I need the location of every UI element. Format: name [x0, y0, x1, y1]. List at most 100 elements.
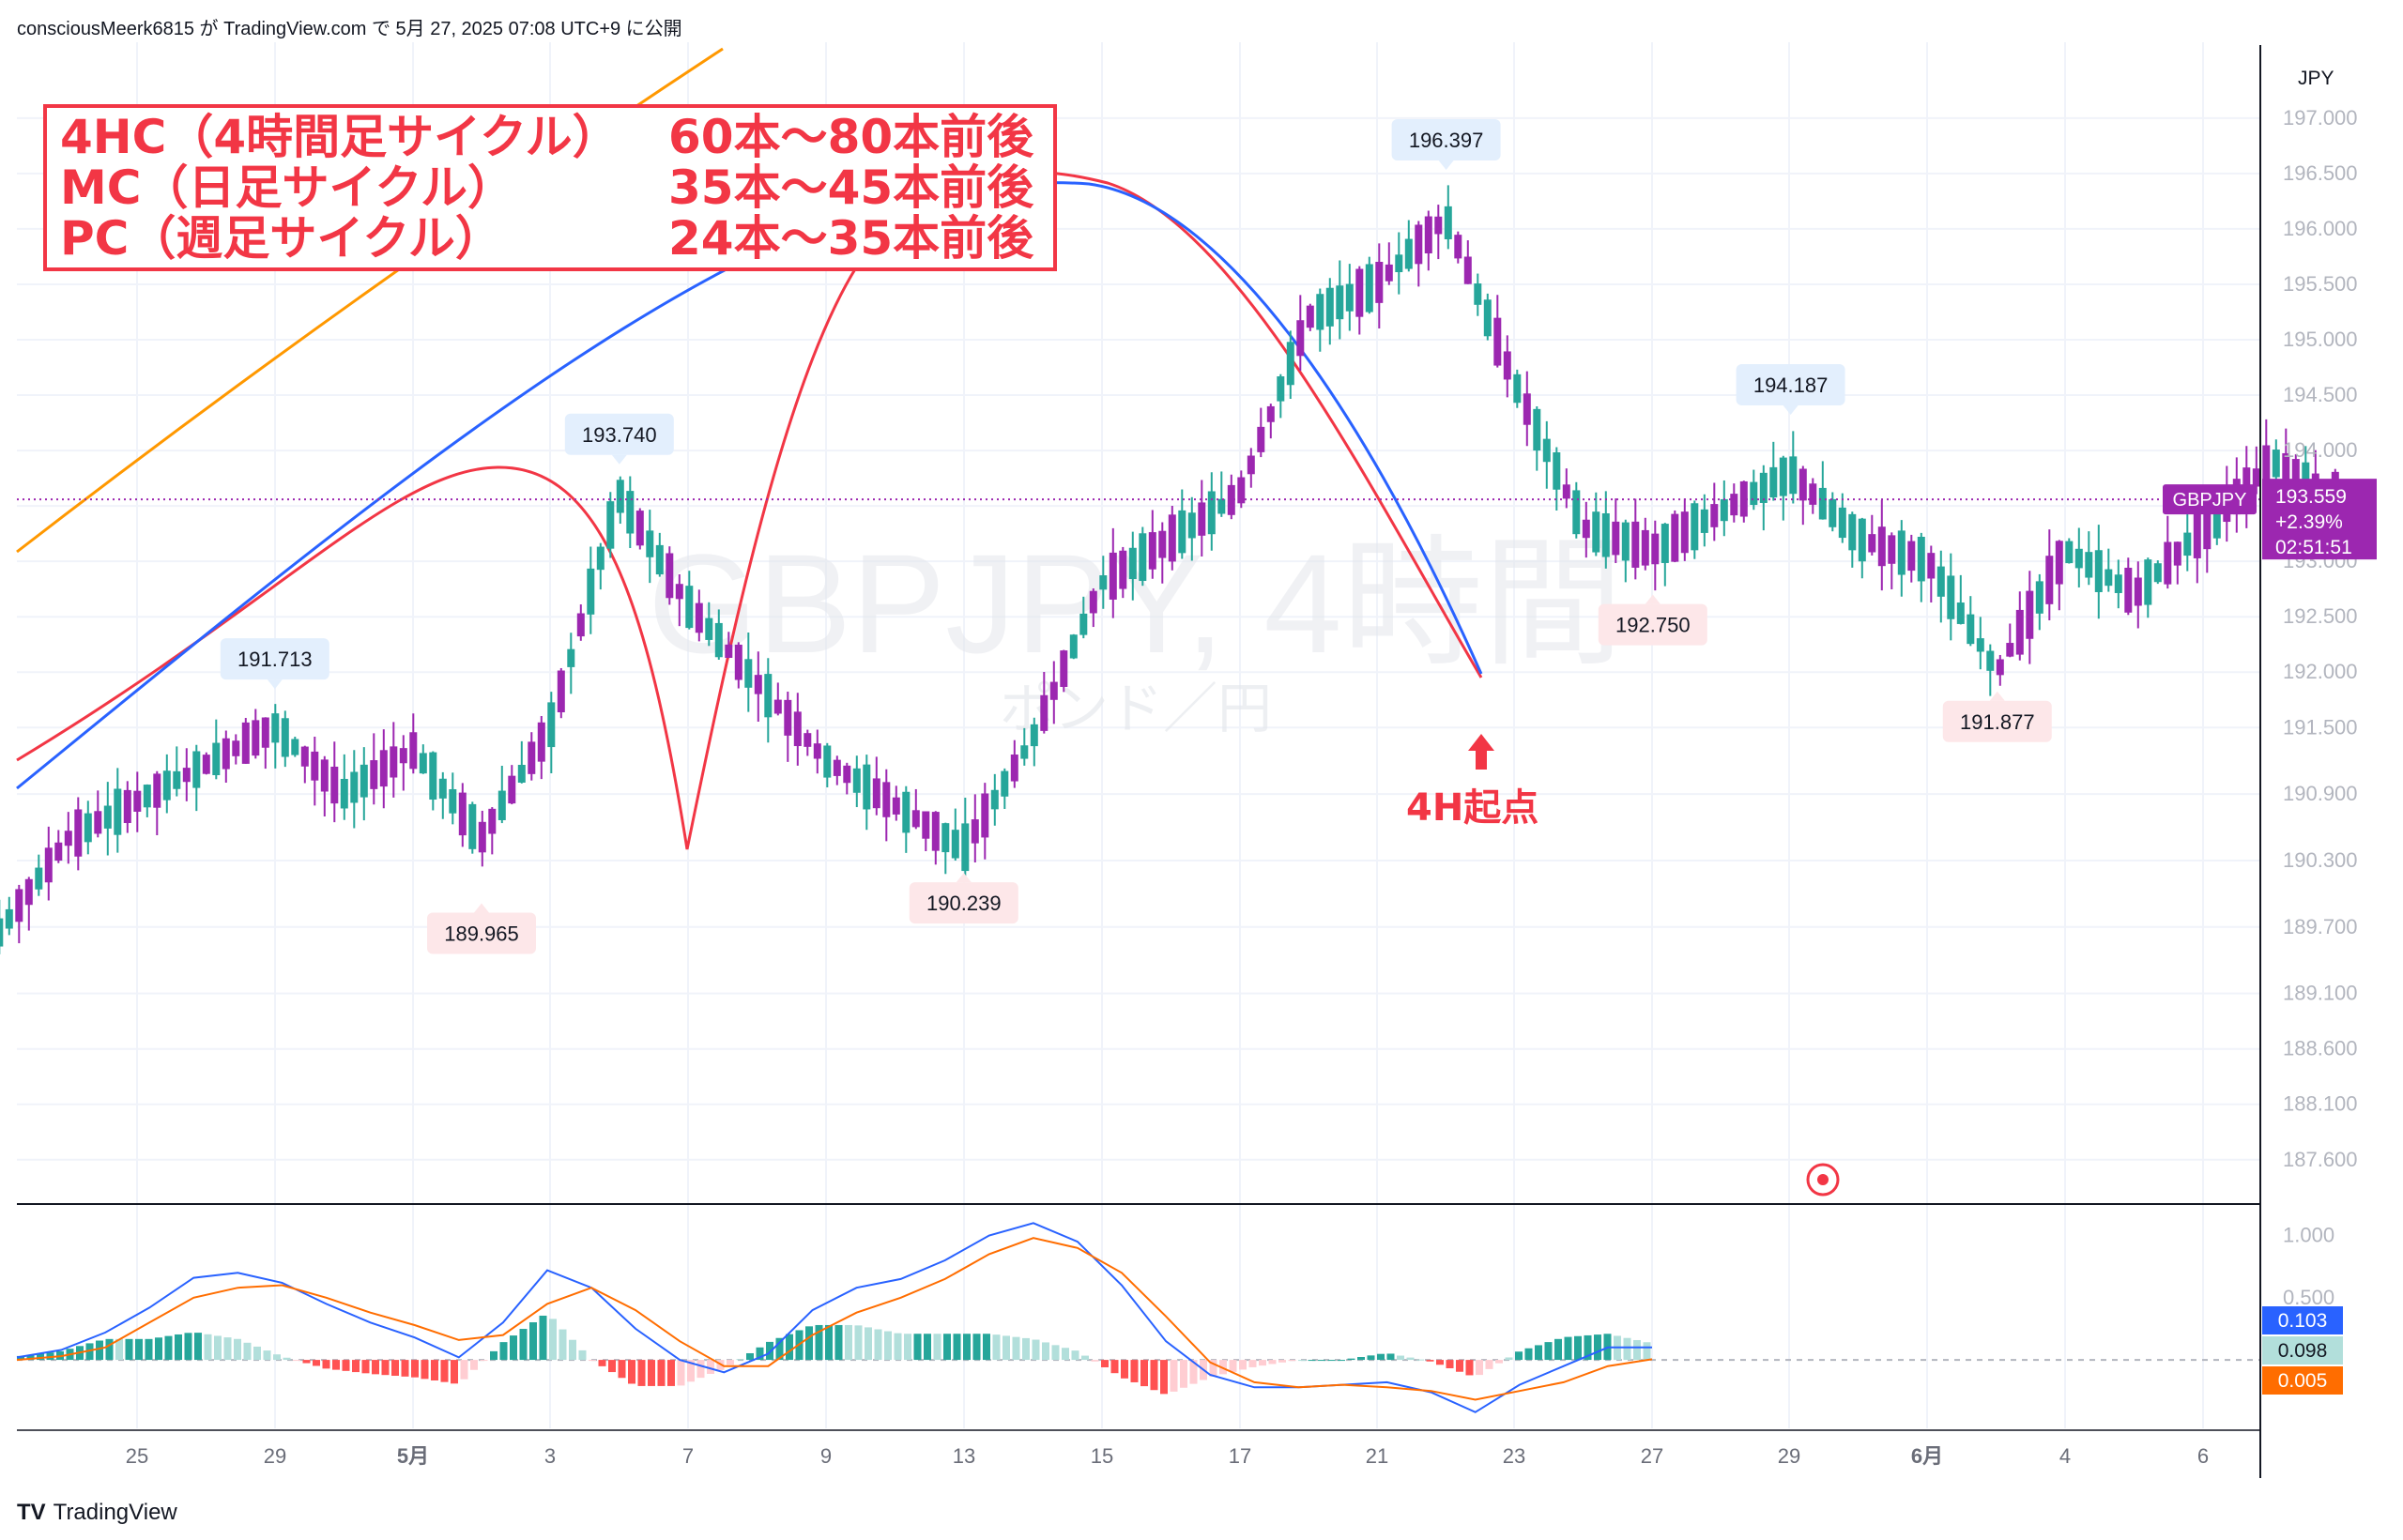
candle-body	[557, 670, 565, 713]
candle-body	[2262, 445, 2271, 491]
candle-body	[2045, 556, 2054, 604]
candle	[1119, 546, 1127, 599]
swing-label-high: 194.187	[1736, 363, 1845, 415]
candle	[497, 765, 506, 824]
candle-body	[1030, 724, 1038, 747]
candle	[714, 609, 723, 661]
candle-body	[1651, 533, 1660, 565]
candle	[852, 755, 861, 808]
axes: JPY 197.000 196.500 196.000 195.500 195.000 19…	[17, 45, 2377, 1478]
swing-label-bg	[427, 912, 536, 954]
macd-value-tag-bg	[2262, 1336, 2343, 1365]
candle-body	[24, 878, 33, 906]
time-tick-label: 29	[1778, 1444, 1800, 1468]
candle-body	[863, 764, 871, 810]
chart-markers	[17, 498, 2260, 1197]
candle	[1651, 520, 1660, 591]
candle-body	[0, 918, 4, 947]
macd-hist-bar	[145, 1338, 153, 1361]
macd-hist-bar	[1022, 1337, 1030, 1361]
candle-body	[252, 720, 260, 756]
symbol-tag-bg	[2163, 484, 2257, 515]
candle	[74, 797, 83, 871]
candle	[843, 762, 851, 795]
candle	[646, 510, 654, 584]
macd-hist-bar	[854, 1325, 863, 1361]
candle-body	[1119, 550, 1127, 589]
candle	[44, 826, 53, 901]
macd-hist-bar	[845, 1324, 852, 1361]
candle	[675, 573, 683, 627]
candle	[1187, 496, 1196, 561]
candle-body	[1463, 256, 1472, 284]
price-tick-label: 188.600	[2283, 1037, 2358, 1060]
candle-body	[1099, 575, 1108, 590]
macd-hist-bar	[1101, 1360, 1109, 1367]
swing-label-pointer	[267, 679, 283, 690]
macd-hist-bar	[253, 1346, 261, 1361]
price-tick-label: 196.500	[2283, 161, 2358, 185]
candle	[1631, 498, 1640, 580]
price-tag-countdown: 02:51:51	[2275, 537, 2352, 558]
candle	[1227, 474, 1235, 520]
macd-hist-bar	[263, 1350, 271, 1361]
cycle-range: 24本～35本前後	[668, 211, 1034, 266]
macd-hist-bar	[1042, 1342, 1049, 1361]
tradingview-logo[interactable]: TV TradingView	[17, 1500, 177, 1526]
macd-hist-bar	[1051, 1345, 1060, 1361]
macd-hist-bar	[1524, 1348, 1533, 1361]
swing-label-text: 191.713	[237, 648, 313, 671]
candle-body	[754, 675, 762, 694]
macd-hist-bar	[894, 1333, 902, 1361]
candle-body	[429, 752, 437, 800]
macd-hist-bar	[884, 1331, 892, 1361]
candle-body	[990, 789, 999, 810]
candle	[1247, 448, 1255, 488]
macd-hist-bar	[1160, 1360, 1168, 1395]
candle-body	[2114, 574, 2122, 593]
candle	[1444, 185, 1452, 250]
candle-body	[222, 738, 230, 770]
macd-hist-bar	[696, 1360, 705, 1379]
macd-hist-bar	[1327, 1360, 1336, 1362]
candle-body	[931, 812, 940, 851]
time-tick-label: 21	[1366, 1444, 1388, 1468]
macd-hist-bar	[727, 1360, 734, 1365]
candle-body	[15, 889, 23, 922]
candle-body	[1996, 659, 2004, 676]
candle-body	[360, 764, 368, 798]
candle	[2094, 525, 2103, 619]
candle	[24, 877, 33, 931]
candle-body	[1523, 393, 1531, 425]
candle-body	[2134, 577, 2142, 606]
candle-body	[1336, 285, 1344, 320]
macd-hist-bar	[480, 1360, 488, 1362]
candle	[162, 754, 171, 814]
candle	[2006, 623, 2014, 658]
candle-body	[1553, 452, 1561, 490]
macd-hist-bar	[1318, 1360, 1325, 1362]
candle	[438, 771, 447, 819]
candle-body	[567, 648, 575, 667]
macd-hist-bar	[361, 1360, 370, 1374]
candle	[2173, 541, 2181, 585]
time-tick-label: 13	[953, 1444, 975, 1468]
candle	[1533, 405, 1541, 471]
candle	[1907, 534, 1916, 583]
candle-body	[1345, 283, 1354, 312]
candle	[1306, 303, 1314, 331]
candle	[1178, 489, 1186, 559]
macd-hist-bar	[707, 1360, 714, 1375]
candle-body	[1010, 755, 1018, 782]
currency-label: JPY	[2298, 68, 2334, 89]
macd-hist-bar	[1170, 1360, 1178, 1392]
price-tick-label: 194.000	[2283, 438, 2358, 462]
candle	[281, 710, 289, 768]
candle-body	[330, 766, 339, 804]
candle-body	[232, 740, 240, 756]
candle	[1621, 519, 1630, 583]
candle	[1109, 527, 1117, 618]
macd-hist-bar	[243, 1342, 252, 1361]
candle	[902, 785, 911, 853]
